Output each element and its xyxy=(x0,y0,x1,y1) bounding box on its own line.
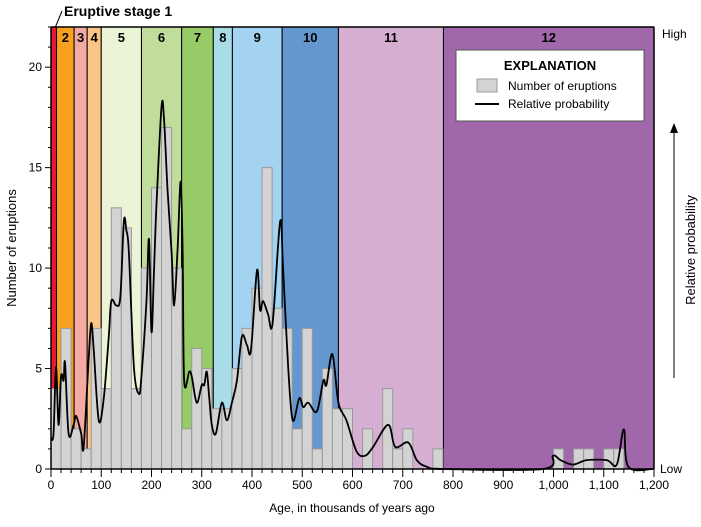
y-tick-label: 0 xyxy=(35,462,42,476)
eruption-bar xyxy=(110,207,122,470)
legend-title: EXPLANATION xyxy=(504,58,596,73)
stage-label-10: 10 xyxy=(303,30,317,45)
eruptive-stage-1-label: Eruptive stage 1 xyxy=(64,3,172,19)
high-label: High xyxy=(662,27,687,41)
y-axis-label: Number of eruptions xyxy=(4,189,19,307)
x-tick-label: 700 xyxy=(393,478,413,492)
axes: 0 100 200 300 400 500 600 700 800 900 1,000 1,100 1,… xyxy=(29,26,669,492)
x-tick-label: 1,000 xyxy=(538,478,568,492)
stage-label-3: 3 xyxy=(77,30,84,45)
x-tick-label: 1,100 xyxy=(589,478,619,492)
y-tick-label: 15 xyxy=(29,161,43,175)
x-tick-label: 200 xyxy=(141,478,161,492)
eruption-bar xyxy=(80,448,92,470)
eruption-bar xyxy=(291,428,303,470)
eruption-bar xyxy=(70,428,82,470)
low-label: Low xyxy=(660,462,682,476)
x-axis-label: Age, in thousands of years ago xyxy=(269,501,435,515)
stage-label-8: 8 xyxy=(219,30,226,45)
eruption-bar xyxy=(301,327,313,470)
eruption-bar xyxy=(331,408,343,470)
eruption-bar xyxy=(261,167,273,470)
y-tick-label: 20 xyxy=(29,60,43,74)
stage-label-7: 7 xyxy=(194,30,201,45)
eruption-bar xyxy=(191,347,203,470)
legend-bar-swatch xyxy=(476,78,498,93)
x-tick-label: 300 xyxy=(192,478,212,492)
eruption-bar xyxy=(151,187,163,470)
stage-1-leader-line xyxy=(54,10,63,29)
stage-band-3 xyxy=(73,26,88,470)
x-tick-label: 600 xyxy=(342,478,362,492)
y-tick-label: 10 xyxy=(29,261,43,275)
x-tick-label: 400 xyxy=(242,478,262,492)
stage-label-5: 5 xyxy=(118,30,125,45)
stage-label-12: 12 xyxy=(541,30,555,45)
eruption-bar xyxy=(432,448,444,470)
x-tick-label: 800 xyxy=(443,478,463,492)
stage-label-2: 2 xyxy=(62,30,69,45)
x-tick-label: 1,200 xyxy=(639,478,669,492)
y-tick-label: 5 xyxy=(35,362,42,376)
stage-label-11: 11 xyxy=(384,30,398,45)
eruption-bar xyxy=(271,307,283,470)
stage-label-6: 6 xyxy=(158,30,165,45)
legend: EXPLANATION Number of eruptions Relative… xyxy=(455,49,645,122)
right-axis-label: Relative probability xyxy=(683,195,698,305)
eruption-bar xyxy=(392,448,404,470)
eruption-bar xyxy=(573,448,585,470)
x-tick-label: 0 xyxy=(48,478,55,492)
eruption-bar xyxy=(603,448,615,470)
eruption-bar xyxy=(181,428,193,470)
x-tick-label: 500 xyxy=(292,478,312,492)
eruption-bar xyxy=(341,408,354,470)
eruption-bar xyxy=(311,448,323,470)
eruption-bar xyxy=(211,408,223,470)
up-arrow-icon xyxy=(670,123,678,378)
stage-label-9: 9 xyxy=(254,30,261,45)
probability-curve xyxy=(50,99,654,472)
x-tick-label: 900 xyxy=(493,478,513,492)
stage-label-4: 4 xyxy=(91,30,99,45)
legend-item-probability: Relative probability xyxy=(508,97,609,111)
legend-item-eruptions: Number of eruptions xyxy=(508,79,617,93)
eruption-bar xyxy=(130,388,142,470)
x-tick-label: 100 xyxy=(91,478,111,492)
eruption-bar xyxy=(221,408,233,470)
